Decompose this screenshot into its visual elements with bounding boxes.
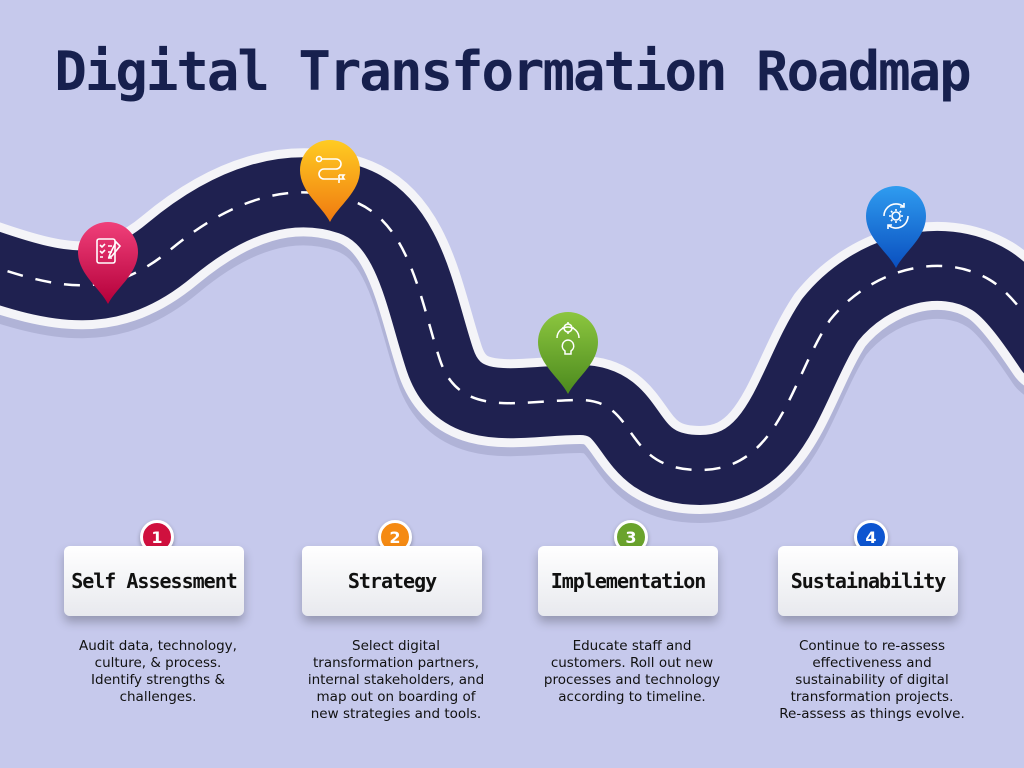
stage-label: Sustainability <box>790 569 947 593</box>
stage-label: Strategy <box>347 569 437 593</box>
stage-description: Continue to re-assess effectiveness and … <box>779 638 965 722</box>
stage-card: Strategy <box>302 546 482 616</box>
stage-label: Self Assessment <box>71 569 238 593</box>
page-title: Digital Transformation Roadmap <box>54 40 971 103</box>
stage-label: Implementation <box>550 569 707 593</box>
pin-implementation <box>534 308 602 396</box>
pin-self-assessment <box>74 218 142 306</box>
stage-description: Audit data, technology, culture, & proce… <box>79 638 237 705</box>
stage-card: Sustainability <box>778 546 958 616</box>
pin-strategy <box>296 136 364 224</box>
stage-card: Self Assessment <box>64 546 244 616</box>
stage-description: Educate staff and customers. Roll out ne… <box>543 638 721 705</box>
road-center-dashes <box>0 191 1024 472</box>
stage-description: Select digital transformation partners, … <box>307 638 485 722</box>
pin-sustainability <box>862 182 930 270</box>
stage-card: Implementation <box>538 546 718 616</box>
